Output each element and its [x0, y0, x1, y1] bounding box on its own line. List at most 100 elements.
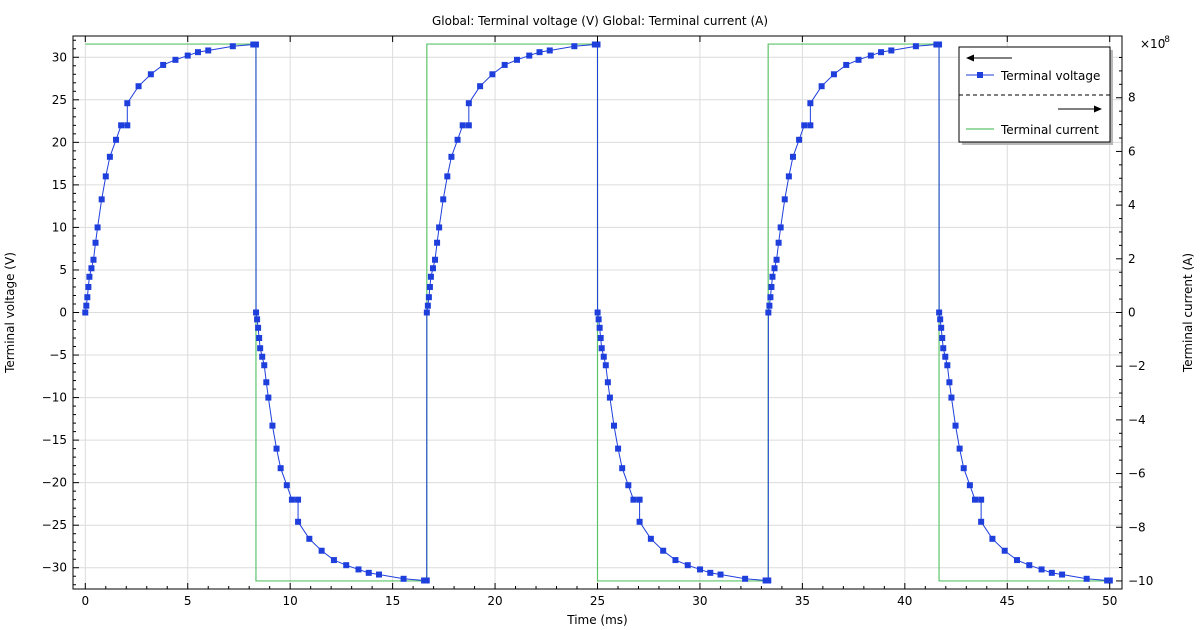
legend-label-terminal-current: Terminal current: [1000, 123, 1099, 137]
y-tick-label: 15: [52, 178, 67, 192]
legend-box: [958, 46, 1111, 143]
data-point-terminal-voltage: [597, 335, 604, 342]
data-point-terminal-voltage: [429, 265, 436, 272]
data-point-terminal-voltage: [830, 71, 837, 78]
data-point-terminal-voltage: [124, 100, 131, 107]
data-point-terminal-voltage: [684, 562, 691, 569]
data-point-terminal-voltage: [283, 482, 290, 489]
y2-multiplier: ×10 -8: [1140, 35, 1170, 51]
data-point-terminal-voltage: [343, 562, 350, 569]
data-point-terminal-voltage: [966, 482, 973, 489]
data-point-terminal-voltage: [855, 56, 862, 63]
data-point-terminal-voltage: [423, 577, 430, 584]
data-point-terminal-voltage: [261, 362, 268, 369]
legend-left-axis-arrow-icon: [966, 54, 1012, 62]
data-point-terminal-voltage: [742, 575, 749, 582]
data-point-terminal-voltage: [265, 394, 272, 401]
data-point-terminal-voltage: [775, 239, 782, 246]
y2-tick-label: 4: [1128, 198, 1136, 212]
data-point-terminal-voltage: [295, 496, 302, 503]
data-point-terminal-voltage: [273, 445, 280, 452]
data-point-terminal-voltage: [98, 196, 105, 203]
data-point-terminal-voltage: [697, 566, 704, 573]
data-point-terminal-voltage: [636, 518, 643, 525]
data-point-terminal-voltage: [912, 43, 919, 50]
data-point-terminal-voltage: [118, 122, 125, 129]
data-point-terminal-voltage: [253, 309, 260, 316]
data-point-terminal-voltage: [465, 122, 472, 129]
data-point-terminal-voltage: [1083, 575, 1090, 582]
data-point-terminal-voltage: [355, 566, 362, 573]
data-point-terminal-voltage: [818, 83, 825, 90]
data-point-terminal-voltage: [454, 136, 461, 143]
data-point-terminal-voltage: [254, 316, 261, 323]
x-tick-label: 20: [487, 594, 502, 608]
y-tick-label: 20: [52, 135, 67, 149]
data-point-terminal-voltage: [124, 122, 131, 129]
data-point-terminal-voltage: [90, 256, 97, 263]
data-point-terminal-voltage: [625, 482, 632, 489]
data-point-terminal-voltage: [937, 316, 944, 323]
data-point-terminal-voltage: [636, 496, 643, 503]
data-point-terminal-voltage: [1106, 577, 1113, 584]
data-point-terminal-voltage: [630, 496, 637, 503]
arrow-head: [966, 54, 974, 62]
data-point-terminal-voltage: [940, 345, 947, 352]
data-point-terminal-voltage: [660, 547, 667, 554]
y-tick-label: 5: [59, 263, 67, 277]
data-point-terminal-voltage: [113, 136, 120, 143]
x-tick-label: 45: [1000, 594, 1015, 608]
data-point-terminal-voltage: [781, 196, 788, 203]
data-point-terminal-voltage: [717, 571, 724, 578]
y-tick-label: 25: [52, 93, 67, 107]
data-point-terminal-voltage: [86, 273, 93, 280]
legend-right-axis-arrow-icon: [1058, 105, 1102, 113]
data-point-terminal-voltage: [92, 239, 99, 246]
data-point-terminal-voltage: [432, 256, 439, 263]
data-point-terminal-voltage: [306, 535, 313, 542]
data-point-terminal-voltage: [318, 547, 325, 554]
y2-tick-label: 2: [1128, 252, 1136, 266]
data-point-terminal-voltage: [536, 49, 543, 56]
x-tick-label: 15: [385, 594, 400, 608]
data-point-terminal-voltage: [960, 465, 967, 472]
data-point-terminal-voltage: [789, 153, 796, 160]
data-point-terminal-voltage: [84, 294, 91, 301]
data-point-terminal-voltage: [440, 196, 447, 203]
y2-tick-label: −8: [1128, 520, 1146, 534]
data-point-terminal-voltage: [594, 41, 601, 48]
data-point-terminal-voltage: [1048, 569, 1055, 576]
data-point-terminal-voltage: [807, 122, 814, 129]
data-point-terminal-voltage: [448, 153, 455, 160]
data-point-terminal-voltage: [147, 71, 154, 78]
data-point-terminal-voltage: [269, 422, 276, 429]
y-tick-label: −25: [42, 518, 67, 532]
data-point-terminal-voltage: [598, 345, 605, 352]
data-point-terminal-voltage: [160, 61, 167, 68]
data-point-terminal-voltage: [94, 224, 101, 231]
chart-title: Global: Terminal voltage (V) Global: Ter…: [432, 14, 768, 28]
data-point-terminal-voltage: [546, 47, 553, 54]
data-point-terminal-voltage: [477, 83, 484, 90]
tick-layer: 0 5 10 15 20 25 30 35 40 45 50−30−25−20−15−10−5051…: [42, 36, 1153, 608]
data-point-terminal-voltage: [989, 535, 996, 542]
data-point-terminal-voltage: [459, 122, 466, 129]
x-tick-label: 5: [184, 594, 192, 608]
y2-tick-label: −6: [1128, 467, 1146, 481]
data-point-terminal-voltage: [427, 273, 434, 280]
y-tick-label: −15: [42, 433, 67, 447]
y2-tick-label: −4: [1128, 413, 1146, 427]
data-point-terminal-voltage: [255, 324, 262, 331]
x-tick-label: 35: [795, 594, 810, 608]
data-point-terminal-voltage: [288, 496, 295, 503]
data-point-terminal-voltage: [1038, 566, 1045, 573]
y2-multiplier-base: ×10: [1140, 37, 1165, 51]
data-point-terminal-voltage: [444, 173, 451, 180]
data-point-terminal-voltage: [252, 41, 259, 48]
data-point-terminal-voltage: [978, 496, 985, 503]
data-point-terminal-voltage: [707, 569, 714, 576]
y-tick-label: 10: [52, 220, 67, 234]
data-point-terminal-voltage: [426, 283, 433, 290]
data-point-terminal-voltage: [501, 61, 508, 68]
